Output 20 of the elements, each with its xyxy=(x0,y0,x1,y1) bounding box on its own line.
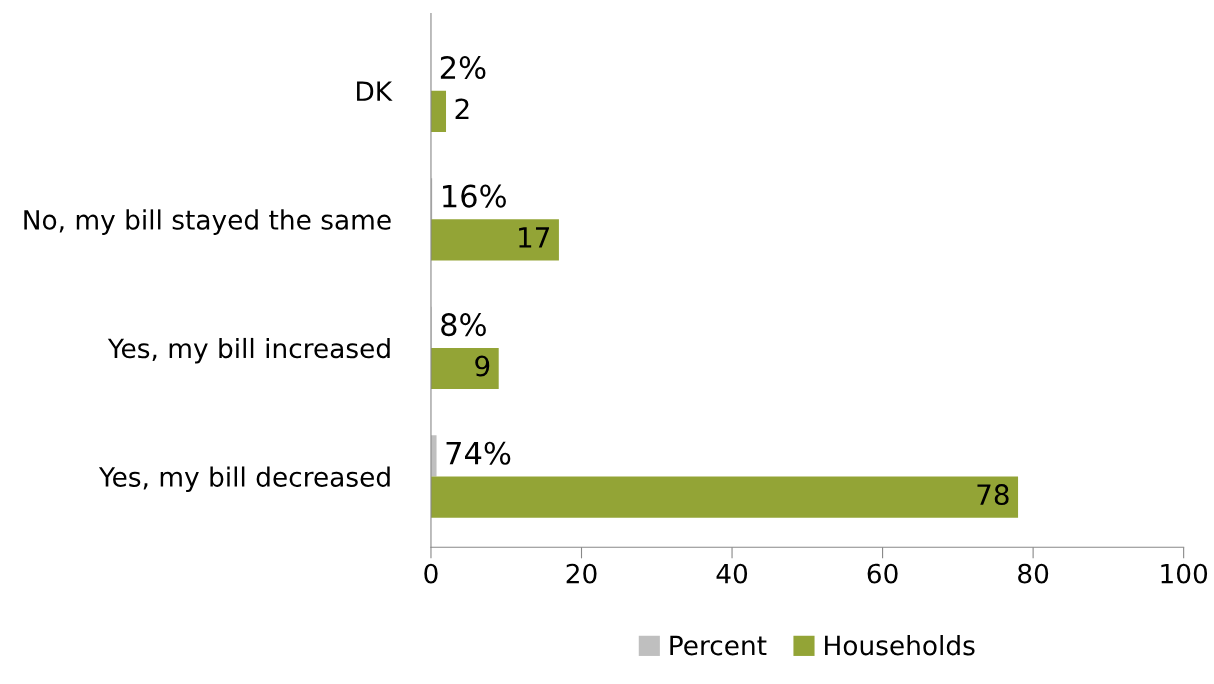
data-label: 9 xyxy=(475,355,490,377)
x-tick-label: 0 xyxy=(424,563,438,584)
x-tick-label: 100 xyxy=(1161,563,1208,584)
legend-label: Households xyxy=(825,634,975,656)
y-tick-label: DK xyxy=(357,81,393,101)
data-label: 16% xyxy=(443,184,506,208)
data-label: 78 xyxy=(977,484,1009,506)
x-tick-label: 80 xyxy=(1018,563,1049,584)
x-tick-label: 40 xyxy=(716,563,748,584)
legend-label: Percent xyxy=(670,635,767,656)
y-tick-label: Yes, my bill decreased xyxy=(98,466,390,493)
data-label: 8% xyxy=(441,313,486,337)
y-tick-label: Yes, my bill increased xyxy=(107,337,390,364)
y-tick-label: No, my bill stayed the same xyxy=(24,209,391,235)
data-label: 2 xyxy=(455,98,469,120)
x-tick-label: 20 xyxy=(566,563,597,584)
data-label: 17 xyxy=(519,227,550,248)
x-tick-label: 60 xyxy=(867,563,898,584)
data-label: 2% xyxy=(440,56,486,80)
data-label: 74% xyxy=(446,441,511,465)
